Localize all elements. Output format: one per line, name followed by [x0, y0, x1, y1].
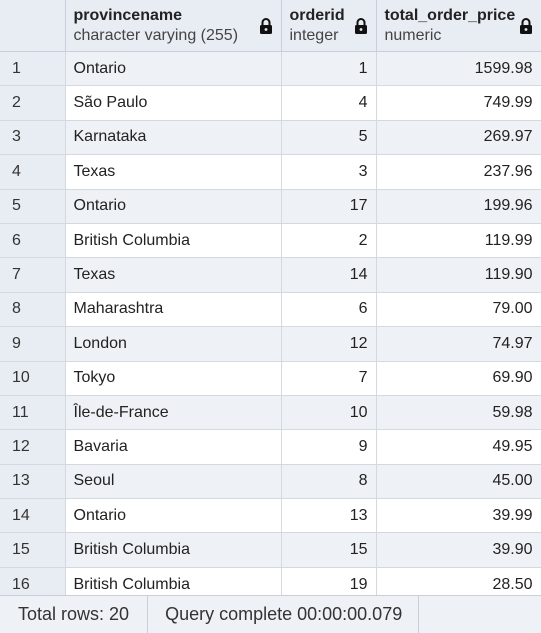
cell-total-order-price[interactable]: 59.98 — [376, 395, 541, 431]
cell-provincename[interactable]: Karnataka — [65, 120, 282, 156]
cell-orderid[interactable]: 9 — [281, 429, 377, 465]
cell-total-order-price[interactable]: 119.99 — [376, 223, 541, 259]
cell-provincename[interactable]: Texas — [65, 154, 282, 190]
table-row[interactable]: 1 Ontario 1 1599.98 — [0, 51, 541, 87]
query-status: Query complete 00:00:00.079 — [148, 596, 420, 633]
cell-provincename[interactable]: British Columbia — [65, 532, 282, 568]
cell-orderid[interactable]: 13 — [281, 498, 377, 534]
row-number[interactable]: 1 — [0, 51, 66, 87]
table-row[interactable]: 14 Ontario 13 39.99 — [0, 498, 541, 534]
table-row[interactable]: 15 British Columbia 15 39.90 — [0, 532, 541, 568]
cell-total-order-price[interactable]: 69.90 — [376, 361, 541, 396]
column-header-provincename[interactable]: provincename character varying (255) — [65, 0, 282, 52]
lock-icon — [519, 18, 532, 34]
select-all-corner[interactable] — [0, 0, 66, 52]
table-row[interactable]: 8 Maharashtra 6 79.00 — [0, 292, 541, 328]
cell-total-order-price[interactable]: 237.96 — [376, 154, 541, 190]
table-row[interactable]: 11 Île-de-France 10 59.98 — [0, 395, 541, 431]
cell-provincename[interactable]: Bavaria — [65, 429, 282, 465]
row-number[interactable]: 13 — [0, 464, 66, 500]
table-row[interactable]: 9 London 12 74.97 — [0, 326, 541, 362]
cell-provincename[interactable]: London — [65, 326, 282, 362]
cell-total-order-price[interactable]: 28.50 — [376, 567, 541, 595]
row-number[interactable]: 9 — [0, 326, 66, 362]
cell-provincename[interactable]: Texas — [65, 257, 282, 293]
cell-total-order-price[interactable]: 39.90 — [376, 532, 541, 568]
table-row[interactable]: 4 Texas 3 237.96 — [0, 154, 541, 190]
cell-total-order-price[interactable]: 749.99 — [376, 85, 541, 121]
cell-orderid[interactable]: 14 — [281, 257, 377, 293]
cell-orderid[interactable]: 7 — [281, 361, 377, 396]
cell-total-order-price[interactable]: 269.97 — [376, 120, 541, 156]
cell-provincename[interactable]: São Paulo — [65, 85, 282, 121]
total-rows-status: Total rows: 20 — [0, 596, 149, 633]
table-row[interactable]: 10 Tokyo 7 69.90 — [0, 361, 541, 396]
row-number[interactable]: 16 — [0, 567, 66, 595]
column-type: character varying (255) — [73, 26, 239, 44]
cell-orderid[interactable]: 17 — [281, 189, 377, 224]
cell-provincename[interactable]: Seoul — [65, 464, 282, 500]
cell-total-order-price[interactable]: 79.00 — [376, 292, 541, 328]
table-row[interactable]: 5 Ontario 17 199.96 — [0, 189, 541, 224]
cell-provincename[interactable]: Tokyo — [65, 361, 282, 396]
data-table: provincename character varying (255) ord… — [0, 0, 541, 595]
column-name: total_order_price — [384, 6, 516, 24]
cell-orderid[interactable]: 3 — [281, 154, 377, 190]
table-row[interactable]: 13 Seoul 8 45.00 — [0, 464, 541, 500]
cell-orderid[interactable]: 2 — [281, 223, 377, 259]
row-number[interactable]: 8 — [0, 292, 66, 328]
row-number[interactable]: 10 — [0, 361, 66, 396]
cell-provincename[interactable]: Ontario — [65, 498, 282, 534]
cell-total-order-price[interactable]: 74.97 — [376, 326, 541, 362]
column-name: provincename — [73, 6, 182, 24]
cell-provincename[interactable]: British Columbia — [65, 567, 282, 595]
cell-orderid[interactable]: 4 — [281, 85, 377, 121]
lock-icon — [259, 18, 272, 34]
row-number[interactable]: 2 — [0, 85, 66, 121]
row-number[interactable]: 7 — [0, 257, 66, 293]
header-row: provincename character varying (255) ord… — [0, 0, 541, 52]
column-header-orderid[interactable]: orderid integer — [281, 0, 377, 52]
table-row[interactable]: 2 São Paulo 4 749.99 — [0, 85, 541, 121]
row-number[interactable]: 14 — [0, 498, 66, 534]
cell-orderid[interactable]: 6 — [281, 292, 377, 328]
status-bar: Total rows: 20 Query complete 00:00:00.0… — [0, 595, 541, 633]
row-number[interactable]: 6 — [0, 223, 66, 259]
column-type: numeric — [384, 26, 442, 44]
cell-provincename[interactable]: Maharashtra — [65, 292, 282, 328]
table-row[interactable]: 3 Karnataka 5 269.97 — [0, 120, 541, 156]
cell-orderid[interactable]: 8 — [281, 464, 377, 500]
row-number[interactable]: 3 — [0, 120, 66, 156]
cell-provincename[interactable]: Île-de-France — [65, 395, 282, 431]
cell-total-order-price[interactable]: 45.00 — [376, 464, 541, 500]
cell-provincename[interactable]: British Columbia — [65, 223, 282, 259]
cell-orderid[interactable]: 12 — [281, 326, 377, 362]
column-header-total-order-price[interactable]: total_order_price numeric — [376, 0, 541, 52]
cell-total-order-price[interactable]: 119.90 — [376, 257, 541, 293]
cell-total-order-price[interactable]: 49.95 — [376, 429, 541, 465]
cell-total-order-price[interactable]: 199.96 — [376, 189, 541, 224]
row-number[interactable]: 11 — [0, 395, 66, 431]
table-row[interactable]: 7 Texas 14 119.90 — [0, 257, 541, 293]
table-row[interactable]: 12 Bavaria 9 49.95 — [0, 429, 541, 465]
cell-orderid[interactable]: 19 — [281, 567, 377, 595]
cell-orderid[interactable]: 5 — [281, 120, 377, 156]
table-row[interactable]: 6 British Columbia 2 119.99 — [0, 223, 541, 259]
column-name: orderid — [289, 6, 345, 24]
cell-total-order-price[interactable]: 1599.98 — [376, 51, 541, 87]
cell-orderid[interactable]: 1 — [281, 51, 377, 87]
row-number[interactable]: 15 — [0, 532, 66, 568]
row-number[interactable]: 12 — [0, 429, 66, 465]
row-number[interactable]: 5 — [0, 189, 66, 224]
row-number[interactable]: 4 — [0, 154, 66, 190]
table-row[interactable]: 16 British Columbia 19 28.50 — [0, 567, 541, 595]
cell-orderid[interactable]: 10 — [281, 395, 377, 431]
cell-orderid[interactable]: 15 — [281, 532, 377, 568]
cell-provincename[interactable]: Ontario — [65, 189, 282, 224]
cell-total-order-price[interactable]: 39.99 — [376, 498, 541, 534]
column-type: integer — [289, 26, 339, 44]
result-grid[interactable]: provincename character varying (255) ord… — [0, 0, 541, 595]
lock-icon — [354, 18, 367, 34]
cell-provincename[interactable]: Ontario — [65, 51, 282, 87]
